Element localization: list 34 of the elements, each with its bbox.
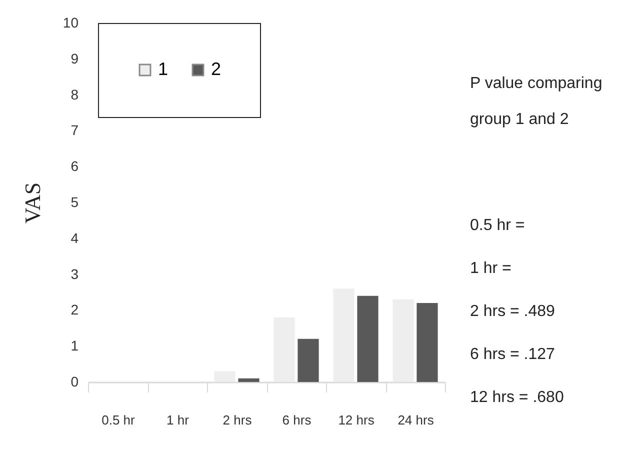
y-tick-label: 5: [70, 194, 79, 210]
legend-label: 1: [158, 59, 168, 79]
text: 6 hrs = .127: [470, 345, 556, 365]
text: 0.5 hr =: [470, 216, 526, 236]
x-tick-label: 0.5 hr: [102, 412, 136, 428]
legend-label: 2: [211, 59, 222, 79]
text: P value comparing group 1 and 2: [470, 74, 604, 130]
text: 12 hrs = .680: [470, 388, 565, 408]
y-tick-label: 2: [70, 302, 79, 318]
bar: [416, 303, 438, 382]
y-tick-label: 6: [70, 158, 79, 174]
y-tick-label: 0: [70, 374, 79, 390]
y-tick-label: 10: [62, 14, 79, 30]
bar: [333, 288, 354, 382]
y-tick-label: 1: [70, 338, 79, 354]
y-tick-label: 7: [70, 122, 79, 138]
x-tick-label: 24 hrs: [398, 412, 434, 428]
y-tick-label: 8: [70, 86, 79, 102]
text: 2 hrs = .489: [470, 302, 556, 322]
bar: [238, 378, 260, 382]
x-tick-label: 2 hrs: [222, 412, 252, 428]
y-tick-label: 4: [70, 230, 79, 246]
x-tick-label: 12 hrs: [338, 412, 375, 428]
y-axis-title: VAS: [20, 182, 45, 224]
bar: [274, 317, 295, 382]
bar: [392, 299, 414, 382]
x-tick-label: 1 hr: [166, 412, 190, 428]
y-tick-label: 3: [70, 266, 79, 282]
text: 1 hr =: [470, 259, 512, 279]
x-tick-label: 6 hrs: [282, 412, 312, 428]
bar: [298, 338, 319, 382]
bar: [357, 296, 378, 382]
bar: [214, 371, 236, 382]
y-tick-label: 9: [70, 50, 79, 66]
